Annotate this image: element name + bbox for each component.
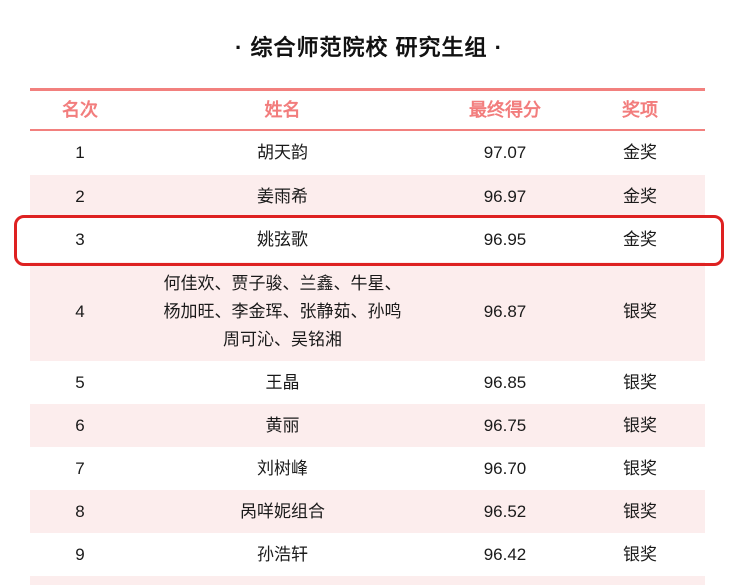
award-cell: 银奖 [623, 415, 657, 435]
rank-cell: 3 [75, 230, 85, 250]
award-cell: 金奖 [623, 143, 657, 163]
name-cell: 胡天韵 [257, 143, 308, 162]
results-table: 名次 姓名 最终得分 奖项 1 胡天韵 97.07 金奖 2 姜雨希 96.97… [30, 88, 705, 585]
table-row: 2 姜雨希 96.97 金奖 [30, 175, 705, 218]
award-cell: 银奖 [623, 544, 657, 564]
award-cell: 金奖 [623, 186, 657, 206]
rank-cell: 6 [75, 415, 85, 435]
header-score: 最终得分 [469, 99, 541, 120]
score-cell: 96.52 [483, 501, 527, 521]
table-row: 8 呙咩妮组合 96.52 银奖 [30, 490, 705, 533]
table-row: 6 黄丽 96.75 银奖 [30, 404, 705, 447]
award-cell: 银奖 [623, 501, 657, 521]
name-cell: 姚弦歌 [257, 230, 308, 249]
table-row: 7 刘树峰 96.70 银奖 [30, 447, 705, 490]
name-cell: 王晶 [265, 372, 300, 392]
score-cell: 96.97 [483, 186, 527, 206]
score-cell: 97.07 [483, 143, 527, 163]
award-cell: 银奖 [623, 301, 657, 321]
rank-cell: 5 [75, 372, 85, 392]
page-title: · 综合师范院校 研究生组 · [235, 35, 503, 60]
header-award: 奖项 [622, 99, 658, 120]
name-cell: 呙咩妮组合 [240, 501, 325, 521]
score-cell: 96.85 [483, 372, 527, 392]
name-cell: 姜雨希 [257, 186, 308, 206]
header-name: 姓名 [264, 99, 301, 120]
rank-cell: 2 [75, 186, 85, 206]
table-row-partial [30, 576, 705, 585]
rank-cell: 4 [75, 301, 85, 321]
header-rank: 名次 [62, 99, 98, 120]
rank-cell: 9 [75, 544, 85, 564]
name-cell: 孙浩轩 [257, 544, 308, 564]
award-cell: 金奖 [623, 230, 657, 250]
name-cell: 刘树峰 [257, 458, 308, 478]
score-cell: 96.75 [483, 415, 527, 435]
award-cell: 银奖 [623, 458, 657, 478]
rank-cell: 8 [75, 501, 85, 521]
rank-cell: 7 [75, 458, 85, 478]
table-row: 5 王晶 96.85 银奖 [30, 361, 705, 404]
name-cell: 黄丽 [265, 415, 300, 435]
score-cell: 96.87 [483, 301, 527, 321]
award-cell: 银奖 [623, 372, 657, 392]
score-cell: 96.95 [483, 230, 527, 250]
table-header-row: 名次 姓名 最终得分 奖项 [30, 88, 705, 131]
score-cell: 96.42 [483, 544, 527, 564]
table-row: 1 胡天韵 97.07 金奖 [30, 131, 705, 175]
name-cell: 何佳欢、贾子骏、兰鑫、牛星、 杨加旺、李金珲、张静茹、孙鸣 周可沁、吴铭湘 [163, 273, 402, 349]
table-row: 9 孙浩轩 96.42 银奖 [30, 533, 705, 576]
table-row: 4 何佳欢、贾子骏、兰鑫、牛星、 杨加旺、李金珲、张静茹、孙鸣 周可沁、吴铭湘 … [30, 262, 705, 361]
score-cell: 96.70 [483, 458, 527, 478]
rank-cell: 1 [75, 143, 85, 163]
table-row-highlighted: 3 姚弦歌 96.95 金奖 [30, 218, 705, 262]
